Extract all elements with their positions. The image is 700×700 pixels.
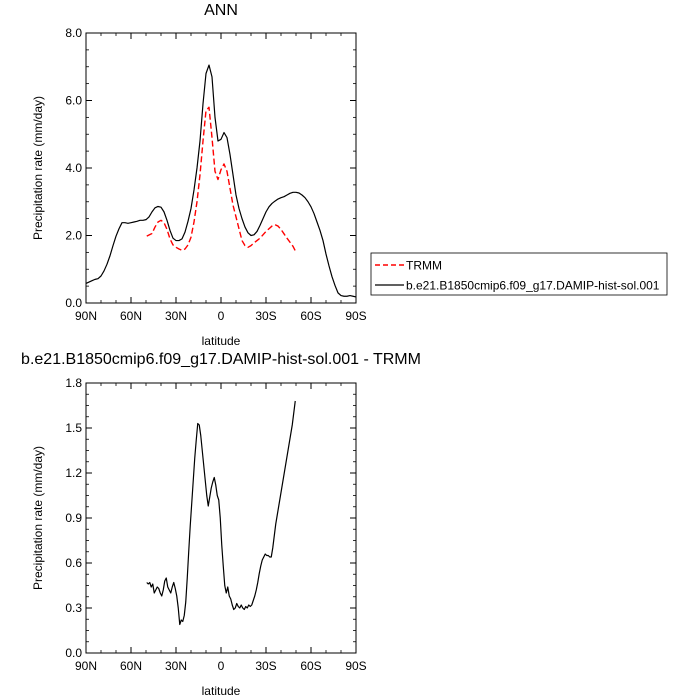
panel-2-y-ticks: 0.0 0.3 0.6 0.9 1.2 1.5 1.8 xyxy=(65,376,356,660)
panel-2-plot-frame xyxy=(85,382,357,654)
panel-1-plot-frame xyxy=(85,32,357,304)
panel-1-title: ANN xyxy=(204,2,238,19)
y-tick-label-4: 8.0 xyxy=(65,26,82,40)
y-tick-label-4: 1.2 xyxy=(65,466,82,480)
y-tick-label-3: 6.0 xyxy=(65,94,82,108)
x-tick-label-2: 30N xyxy=(165,659,187,673)
x-tick-label-2: 30N xyxy=(165,309,187,323)
x-tick-label-4: 30S xyxy=(255,309,276,323)
legend-label-trmm: TRMM xyxy=(406,259,442,273)
x-tick-label-3: 0 xyxy=(218,309,225,323)
x-tick-label-1: 60N xyxy=(120,309,142,323)
y-tick-label-1: 0.3 xyxy=(65,601,82,615)
series-line-difference xyxy=(146,400,296,626)
legend-label-model: b.e21.B1850cmip6.f09_g17.DAMIP-hist-sol.… xyxy=(406,279,660,293)
y-tick-label-2: 4.0 xyxy=(65,161,82,175)
panel-2: b.e21.B1850cmip6.f09_g17.DAMIP-hist-sol.… xyxy=(21,351,421,698)
panel-1-y-ticks: 0.0 2.0 4.0 6.0 8.0 xyxy=(65,26,356,310)
panel-2-x-axis-label: latitude xyxy=(202,684,241,698)
x-tick-label-5: 60S xyxy=(300,309,321,323)
x-tick-label-6: 90S xyxy=(345,309,366,323)
y-tick-label-3: 0.9 xyxy=(65,511,82,525)
x-tick-label-5: 60S xyxy=(300,659,321,673)
y-tick-label-1: 2.0 xyxy=(65,229,82,243)
x-tick-label-0: 90N xyxy=(75,659,97,673)
x-tick-label-1: 60N xyxy=(120,659,142,673)
panel-2-y-axis-label: Precipitation rate (mm/day) xyxy=(31,446,45,590)
panel-1-x-ticks: 90N 60N 30N 0 30S 60S 90S xyxy=(75,33,367,323)
legend: TRMM b.e21.B1850cmip6.f09_g17.DAMIP-hist… xyxy=(370,252,668,296)
series-line-trmm xyxy=(146,106,296,252)
x-tick-label-0: 90N xyxy=(75,309,97,323)
y-tick-label-2: 0.6 xyxy=(65,556,82,570)
panel-1-x-axis-label: latitude xyxy=(202,334,241,348)
y-tick-label-0: 0.0 xyxy=(65,296,82,310)
panel-2-title: b.e21.B1850cmip6.f09_g17.DAMIP-hist-sol.… xyxy=(21,351,421,368)
x-tick-label-4: 30S xyxy=(255,659,276,673)
y-tick-label-5: 1.5 xyxy=(65,421,82,435)
panel-1-series-group xyxy=(85,64,357,298)
x-tick-label-3: 0 xyxy=(218,659,225,673)
series-line-b-e21-b1850cmip6-f09-g17-damip-hist-sol-001 xyxy=(85,64,357,298)
panel-2-series-group xyxy=(146,400,296,626)
panel-1: ANN 0.02.04.06.08.0 90N 60N 30N 0 30S 60S 90S … xyxy=(31,2,668,348)
y-tick-label-6: 1.8 xyxy=(65,376,82,390)
panel-1-y-axis-label: Precipitation rate (mm/day) xyxy=(31,96,45,240)
y-tick-label-0: 0.0 xyxy=(65,646,82,660)
x-tick-label-6: 90S xyxy=(345,659,366,673)
legend-box xyxy=(370,252,668,296)
panel-2-x-ticks: 90N 60N 30N 0 30S 60S 90S xyxy=(75,383,367,673)
